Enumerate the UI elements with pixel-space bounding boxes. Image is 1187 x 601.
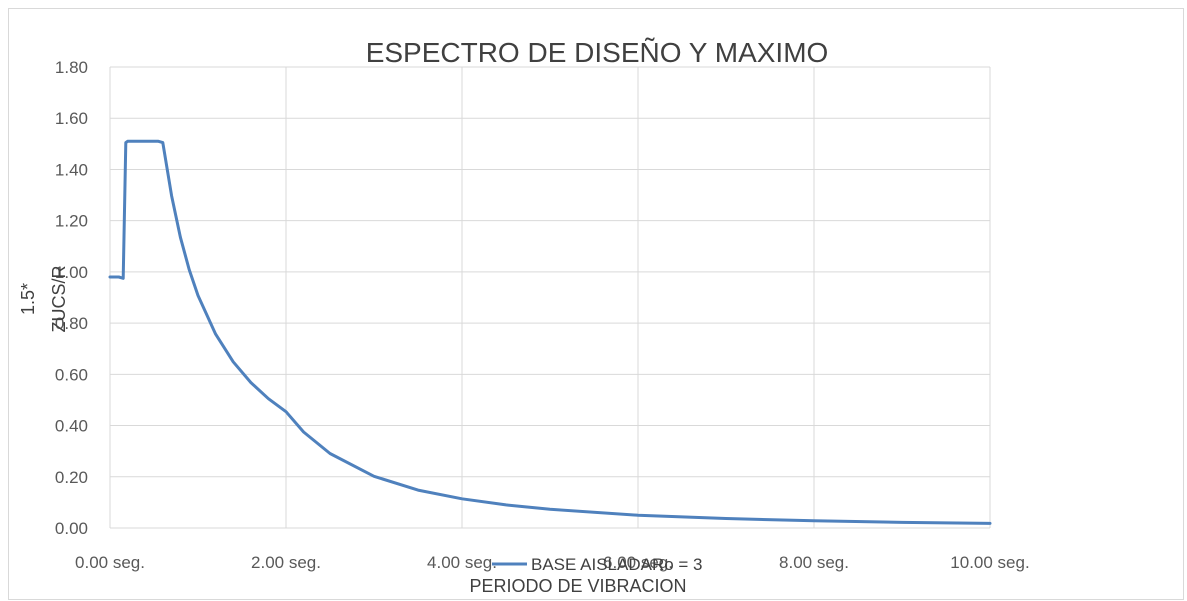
y-tick-label-7: 1.40: [55, 160, 88, 179]
x-tick-label-3: 6.00 seg.: [603, 553, 673, 572]
legend-label: BASE AISLADARo = 3: [531, 555, 703, 574]
series-layer: [108, 139, 992, 525]
legend[interactable]: BASE AISLADARo = 3: [492, 555, 703, 574]
x-tick-label-1: 2.00 seg.: [251, 553, 321, 572]
y-tick-label-8: 1.60: [55, 109, 88, 128]
x-tick-labels: 0.00 seg. 2.00 seg. 4.00 seg. 6.00 seg. 8.00…: [75, 553, 1030, 572]
y-tick-label-2: 0.40: [55, 417, 88, 436]
x-tick-label-5: 10.00 seg.: [950, 553, 1029, 572]
y-tick-labels: 0.00 0.20 0.40 0.60 0.80 1.00 1.20 1.40 1.60 1.80: [55, 58, 88, 538]
x-tick-label-0: 0.00 seg.: [75, 553, 145, 572]
y-tick-label-0: 0.00: [55, 519, 88, 538]
y-tick-label-9: 1.80: [55, 58, 88, 77]
y-tick-label-5: 1.00: [55, 263, 88, 282]
chart-title: ESPECTRO DE DISEÑO Y MAXIMO: [366, 37, 829, 68]
x-tick-label-4: 8.00 seg.: [779, 553, 849, 572]
series-line-0: [108, 139, 992, 525]
y-tick-label-1: 0.20: [55, 468, 88, 487]
grid-lines: [109, 66, 991, 529]
y-tick-label-3: 0.60: [55, 365, 88, 384]
y-tick-label-4: 0.80: [55, 314, 88, 333]
y-tick-label-6: 1.20: [55, 212, 88, 231]
chart-frame: [8, 8, 1184, 600]
x-tick-label-2: 4.00 seg.: [427, 553, 497, 572]
y-axis-title-line2: ZUCS/R: [49, 266, 69, 333]
x-axis-title: PERIODO DE VIBRACION: [469, 576, 686, 596]
y-axis-title-line1: 1.5*: [18, 283, 38, 315]
